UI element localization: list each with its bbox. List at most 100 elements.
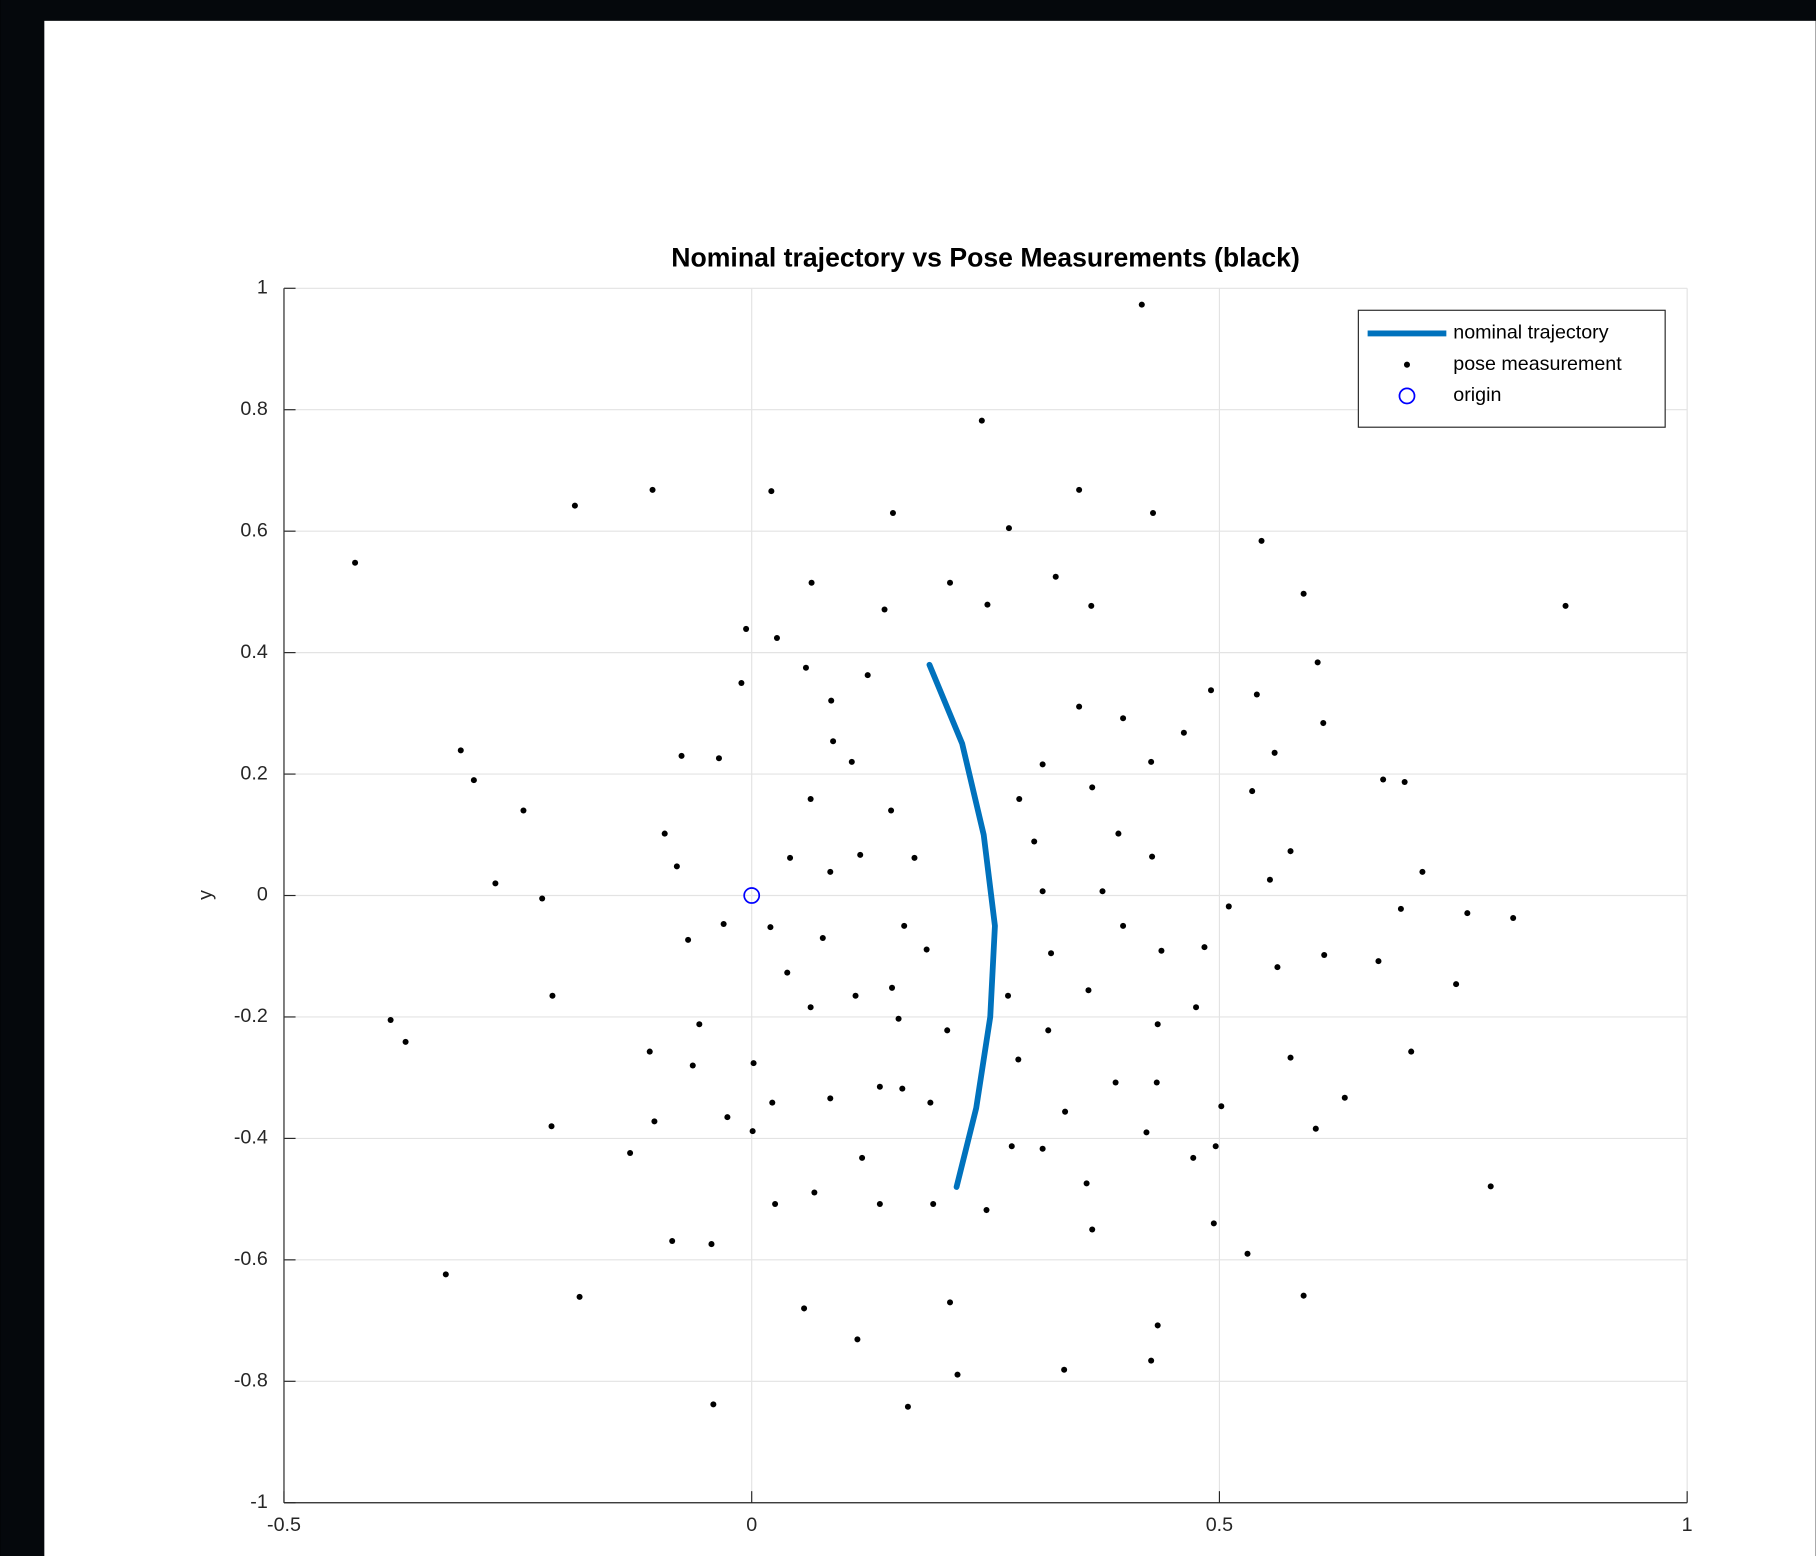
y-tick-label: 0.6 bbox=[240, 519, 267, 541]
measurement-point bbox=[738, 680, 744, 686]
measurement-point bbox=[1321, 952, 1327, 958]
measurement-point bbox=[690, 1063, 696, 1069]
measurement-point bbox=[751, 1060, 757, 1066]
measurement-point bbox=[647, 1049, 653, 1055]
measurement-point bbox=[1009, 1143, 1015, 1149]
measurement-point bbox=[857, 852, 863, 858]
measurement-point bbox=[721, 921, 727, 927]
measurement-point bbox=[1267, 877, 1273, 883]
page: {"chart_data": { "type": "scatter", "tit… bbox=[0, 0, 1816, 1556]
measurement-point bbox=[1040, 1146, 1046, 1152]
measurement-point bbox=[1375, 958, 1381, 964]
measurement-point bbox=[859, 1155, 865, 1161]
measurement-point bbox=[1211, 1220, 1217, 1226]
y-tick-label: -0.6 bbox=[234, 1248, 268, 1270]
measurement-point bbox=[669, 1238, 675, 1244]
measurement-point bbox=[492, 880, 498, 886]
measurement-point bbox=[827, 1095, 833, 1101]
measurement-point bbox=[662, 831, 668, 837]
measurement-point bbox=[1006, 525, 1012, 531]
measurement-point bbox=[1015, 1056, 1021, 1062]
measurement-point bbox=[651, 1118, 657, 1124]
measurement-point bbox=[1288, 848, 1294, 854]
measurement-point bbox=[849, 759, 855, 765]
measurement-point bbox=[627, 1150, 633, 1156]
measurement-point bbox=[1288, 1055, 1294, 1061]
measurement-point bbox=[1301, 1293, 1307, 1299]
x-tick-label: 0.5 bbox=[1206, 1514, 1233, 1536]
y-axis-label: y bbox=[195, 890, 217, 900]
measurement-point bbox=[1149, 854, 1155, 860]
y-tick-label: -0.8 bbox=[234, 1370, 268, 1392]
measurement-point bbox=[865, 672, 871, 678]
measurement-point bbox=[1201, 944, 1207, 950]
y-tick-label: 0 bbox=[257, 884, 268, 906]
measurement-point bbox=[743, 626, 749, 632]
measurement-point bbox=[1113, 1080, 1119, 1086]
measurement-point bbox=[352, 560, 358, 566]
measurement-point bbox=[1045, 1027, 1051, 1033]
measurement-point bbox=[768, 488, 774, 494]
measurement-point bbox=[549, 993, 555, 999]
measurement-point bbox=[809, 580, 815, 586]
measurement-point bbox=[1088, 603, 1094, 609]
measurement-point bbox=[1099, 888, 1105, 894]
measurement-point bbox=[769, 1100, 775, 1106]
measurement-point bbox=[954, 1372, 960, 1378]
measurement-point bbox=[750, 1128, 756, 1134]
measurement-point bbox=[1084, 1180, 1090, 1186]
measurement-point bbox=[539, 896, 545, 902]
y-tick-label: 0.4 bbox=[240, 641, 267, 663]
measurement-point bbox=[572, 503, 578, 509]
measurement-point bbox=[1016, 796, 1022, 802]
legend-label: origin bbox=[1453, 384, 1501, 406]
measurement-point bbox=[549, 1123, 555, 1129]
measurement-point bbox=[896, 1016, 902, 1022]
measurement-point bbox=[1488, 1183, 1494, 1189]
chart-title: Nominal trajectory vs Pose Measurements … bbox=[671, 242, 1300, 272]
measurement-point bbox=[774, 635, 780, 641]
measurement-point bbox=[811, 1189, 817, 1195]
measurement-point bbox=[1061, 1367, 1067, 1373]
y-tick-label: 1 bbox=[257, 276, 268, 298]
measurement-point bbox=[1342, 1095, 1348, 1101]
measurement-point bbox=[853, 993, 859, 999]
measurement-point bbox=[1244, 1251, 1250, 1257]
measurement-point bbox=[1320, 720, 1326, 726]
measurement-point bbox=[577, 1294, 583, 1300]
y-tick-label: 0.2 bbox=[240, 762, 267, 784]
measurement-point bbox=[944, 1027, 950, 1033]
measurement-point bbox=[1155, 1322, 1161, 1328]
measurement-point bbox=[1315, 659, 1321, 665]
measurement-point bbox=[1213, 1143, 1219, 1149]
measurement-point bbox=[1005, 993, 1011, 999]
measurement-point bbox=[1272, 750, 1278, 756]
measurement-point bbox=[1398, 906, 1404, 912]
y-tick-label: 0.8 bbox=[240, 398, 267, 420]
measurement-point bbox=[901, 923, 907, 929]
measurement-point bbox=[1085, 987, 1091, 993]
measurement-point bbox=[471, 777, 477, 783]
measurement-point bbox=[899, 1086, 905, 1092]
measurement-point bbox=[1076, 487, 1082, 493]
x-tick-label: 0 bbox=[746, 1514, 757, 1536]
x-tick-label: -0.5 bbox=[267, 1514, 301, 1536]
measurement-point bbox=[911, 855, 917, 861]
measurement-point bbox=[888, 807, 894, 813]
measurement-point bbox=[1419, 869, 1425, 875]
measurement-point bbox=[1076, 704, 1082, 710]
measurement-point bbox=[716, 755, 722, 761]
measurement-point bbox=[1031, 838, 1037, 844]
legend-swatch bbox=[1404, 362, 1410, 368]
measurement-point bbox=[1226, 903, 1232, 909]
measurement-point bbox=[1249, 788, 1255, 794]
measurement-point bbox=[1259, 538, 1265, 544]
measurement-point bbox=[767, 924, 773, 930]
measurement-point bbox=[1181, 730, 1187, 736]
measurement-point bbox=[679, 753, 685, 759]
measurement-point bbox=[458, 747, 464, 753]
measurement-point bbox=[1155, 1021, 1161, 1027]
measurement-point bbox=[1464, 910, 1470, 916]
measurement-point bbox=[1148, 1358, 1154, 1364]
figure: Nominal trajectory vs Pose Measurements … bbox=[0, 0, 1816, 1556]
